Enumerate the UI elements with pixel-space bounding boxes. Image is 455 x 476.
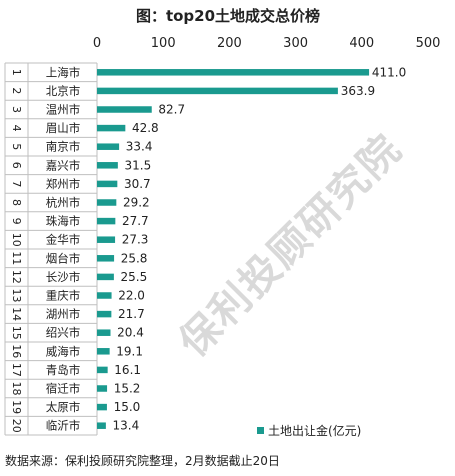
bar [97,329,111,336]
bar [97,87,338,95]
x-tick-label: 0 [93,36,101,51]
bar [97,236,116,243]
value-label: 29.2 [123,196,150,210]
rank-label: 14 [10,307,23,321]
bar [97,366,108,374]
bars [97,69,370,429]
legend-label: 土地出让金(亿元) [268,423,361,438]
category-label: 临沂市 [46,419,81,433]
category-label: 重庆市 [46,289,81,303]
bar [97,385,108,392]
bar [97,292,112,299]
category-label: 青岛市 [46,363,81,377]
category-label: 眉山市 [46,121,81,135]
category-label: 温州市 [46,103,81,117]
category-label: 太原市 [46,400,81,414]
rank-label: 20 [10,419,23,433]
bar [97,69,370,76]
rank-label: 2 [10,87,23,94]
rank-label: 5 [10,143,23,150]
watermark-text: 保利投顾研究院 [171,126,411,366]
source-note: 数据来源：保利投顾研究院整理，2月数据截止20日 [5,453,280,468]
x-tick-label: 300 [283,36,308,51]
value-label: 20.4 [117,326,144,340]
legend: 土地出让金(亿元) [257,423,361,438]
bar [97,403,107,411]
bar [97,217,116,225]
bar [97,124,126,132]
category-label: 杭州市 [46,196,81,210]
bar [97,422,106,429]
rank-label: 3 [10,106,23,113]
category-label: 长沙市 [46,270,81,284]
category-axis: 上海市北京市温州市眉山市南京市嘉兴市郑州市杭州市珠海市金华市烟台市长沙市重庆市湖… [5,63,98,436]
value-labels: 411.0 363.9 82.7 42.8 33.4 31.5 30.7 29.2 27.7 27… [113,65,407,432]
value-label: 31.5 [124,158,151,172]
bar [97,255,115,262]
category-label: 珠海市 [46,214,81,228]
bar [97,162,118,169]
bar [97,273,114,281]
value-label: 19.1 [116,344,143,358]
x-tick-label: 400 [349,36,374,51]
rank-label: 10 [10,233,23,247]
rank-label: 4 [10,125,23,132]
category-label: 南京市 [46,140,81,154]
category-label: 金华市 [46,233,81,247]
value-label: 42.8 [132,121,159,135]
rank-label: 6 [10,162,23,169]
x-tick-label: 200 [217,36,242,51]
rank-label: 18 [10,382,23,396]
value-label: 30.7 [124,177,151,191]
rank-label: 1 [10,69,23,76]
value-label: 13.4 [113,419,140,433]
rank-label: 13 [10,289,23,303]
value-label: 33.4 [126,140,153,154]
value-label: 22.0 [118,289,145,303]
rank-label: 15 [10,326,23,340]
value-label: 15.2 [114,382,141,396]
chart-title: 图：top20土地成交总价榜 [136,7,320,25]
legend-swatch [257,427,264,434]
category-label: 宿迁市 [46,382,81,396]
value-label: 82.7 [158,103,185,117]
rank-label: 8 [10,199,23,206]
category-label: 北京市 [46,84,81,98]
value-label: 16.1 [114,363,141,377]
category-label: 威海市 [46,344,81,358]
rank-label: 19 [10,400,23,414]
bar [97,310,112,318]
category-label: 绍兴市 [46,326,81,340]
bar [97,348,110,355]
category-label: 上海市 [46,65,81,79]
x-axis-ticks: 0 100 200 300 400 500 [93,36,441,51]
value-label: 411.0 [372,65,406,79]
value-label: 25.5 [121,270,148,284]
x-tick-label: 500 [416,36,441,51]
bar [97,106,152,113]
rank-label: 7 [10,180,23,187]
watermark: 保利投顾研究院 [171,126,411,366]
bar [97,143,120,150]
value-label: 363.9 [341,84,375,98]
value-label: 27.7 [122,214,149,228]
category-label: 嘉兴市 [46,158,81,172]
value-label: 15.0 [114,400,141,414]
category-label: 烟台市 [46,251,81,265]
category-label: 郑州市 [46,177,81,191]
value-label: 25.8 [121,251,148,265]
category-label: 湖州市 [46,307,81,321]
rank-label: 11 [10,251,23,265]
bar [97,180,118,188]
value-label: 27.3 [122,233,149,247]
rank-label: 17 [10,363,23,377]
rank-label: 9 [10,218,23,225]
bar [97,199,117,206]
value-label: 21.7 [118,307,145,321]
x-tick-label: 100 [151,36,176,51]
rank-label: 16 [10,344,23,358]
rank-label: 12 [10,270,23,284]
